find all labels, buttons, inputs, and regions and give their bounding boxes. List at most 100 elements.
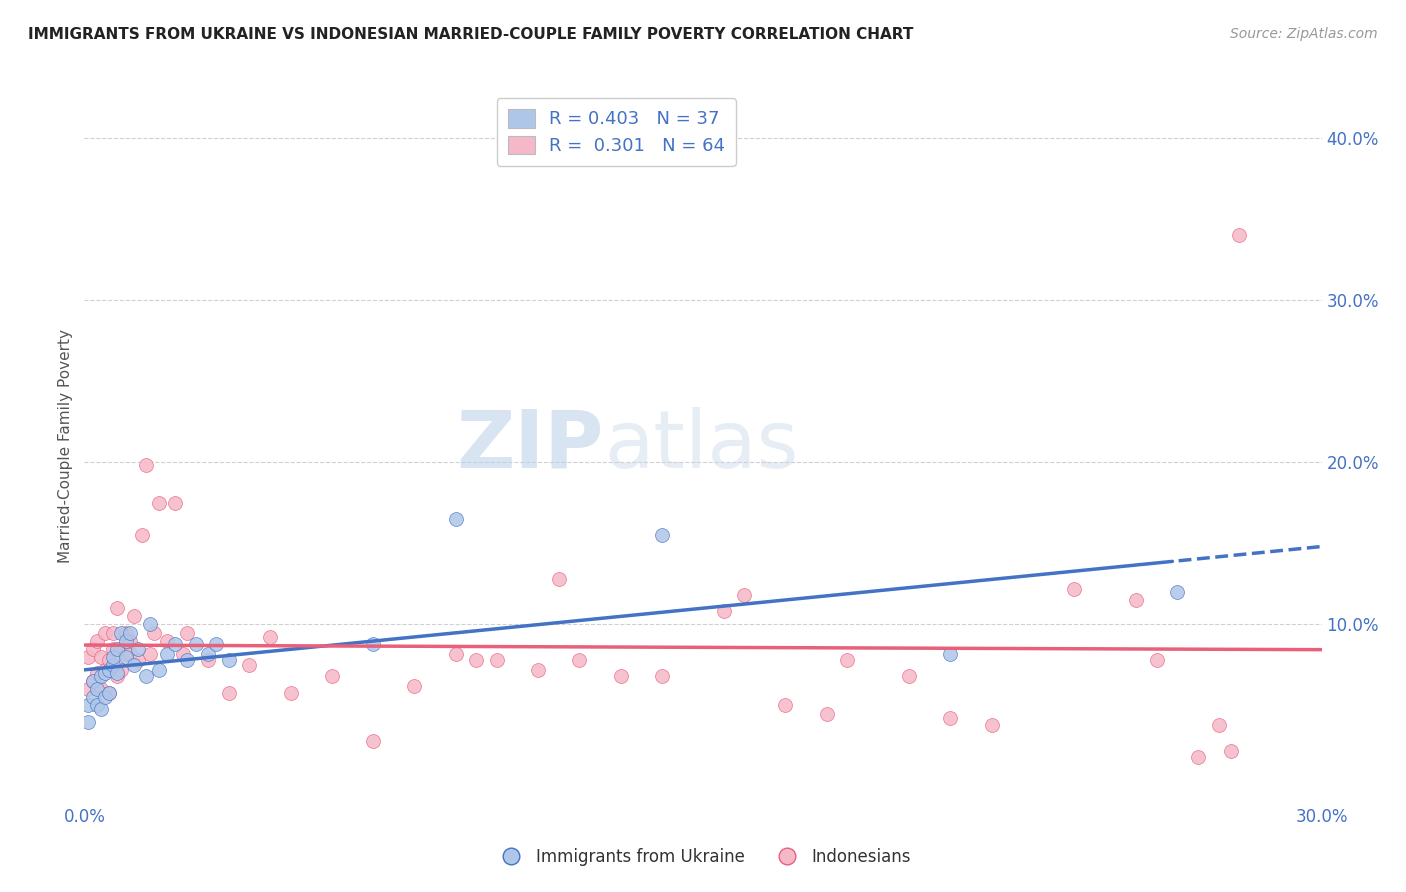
Point [980,718,1002,732]
Point [1227,228,1250,243]
Point [77,698,100,713]
Point [775,698,797,713]
Point [98,685,121,699]
Point [485,653,508,667]
Point [1166,585,1188,599]
Point [939,647,962,661]
Point [176,625,198,640]
Point [651,528,673,542]
Point [197,647,219,661]
Point [77,714,100,729]
Point [361,637,384,651]
Point [118,647,141,661]
Point [321,669,343,683]
Point [259,631,281,645]
Point [1125,593,1147,607]
Point [444,512,467,526]
Point [148,496,170,510]
Point [86,633,108,648]
Point [651,669,673,683]
Point [1146,653,1168,667]
Point [165,496,187,510]
Point [1208,718,1230,732]
Point [94,625,117,640]
Point [94,663,117,677]
Point [114,625,136,640]
Point [218,653,240,667]
Point [127,641,149,656]
Point [103,657,125,672]
Point [90,649,112,664]
Point [139,647,162,661]
Point [90,702,112,716]
Point [110,641,132,656]
Point [361,734,384,748]
Point [143,625,166,640]
Point [568,653,591,667]
Point [898,669,921,683]
Point [77,649,100,664]
Point [404,679,426,693]
Point [131,528,153,542]
Point [103,649,125,664]
Point [105,601,128,615]
Point [105,641,128,656]
Point [127,653,149,667]
Point [1219,744,1241,758]
Point [77,682,100,697]
Point [139,617,162,632]
Point [114,633,136,648]
Point [103,641,125,656]
Point [135,669,157,683]
Point [105,666,128,681]
Point [172,647,194,661]
Y-axis label: Married-Couple Family Poverty: Married-Couple Family Poverty [58,329,73,563]
Text: Source: ZipAtlas.com: Source: ZipAtlas.com [1230,27,1378,41]
Point [98,685,121,699]
Point [103,625,125,640]
Point [94,690,117,705]
Point [165,637,187,651]
Point [156,647,179,661]
Point [1187,750,1209,764]
Point [184,637,207,651]
Point [110,625,132,640]
Point [110,663,132,677]
Point [1063,582,1085,596]
Point [837,653,859,667]
Point [148,663,170,677]
Point [118,625,141,640]
Point [98,653,121,667]
Point [205,637,228,651]
Point [90,682,112,697]
Point [939,711,962,725]
Point [176,653,198,667]
Point [815,706,838,721]
Point [82,690,104,705]
Point [122,609,145,624]
Point [86,698,108,713]
Point [733,588,755,602]
Point [713,604,735,618]
Text: IMMIGRANTS FROM UKRAINE VS INDONESIAN MARRIED-COUPLE FAMILY POVERTY CORRELATION : IMMIGRANTS FROM UKRAINE VS INDONESIAN MA… [28,27,914,42]
Point [122,657,145,672]
Text: atlas: atlas [605,407,799,485]
Point [114,647,136,661]
Point [609,669,631,683]
Point [98,663,121,677]
Point [114,649,136,664]
Point [156,633,179,648]
Point [547,572,569,586]
Point [197,653,219,667]
Text: ZIP: ZIP [457,407,605,485]
Point [118,633,141,648]
Point [82,674,104,689]
Point [82,641,104,656]
Point [105,669,128,683]
Point [218,685,240,699]
Point [86,666,108,681]
Point [444,647,467,661]
Point [94,666,117,681]
Legend: Immigrants from Ukraine, Indonesians: Immigrants from Ukraine, Indonesians [488,842,918,873]
Point [90,669,112,683]
